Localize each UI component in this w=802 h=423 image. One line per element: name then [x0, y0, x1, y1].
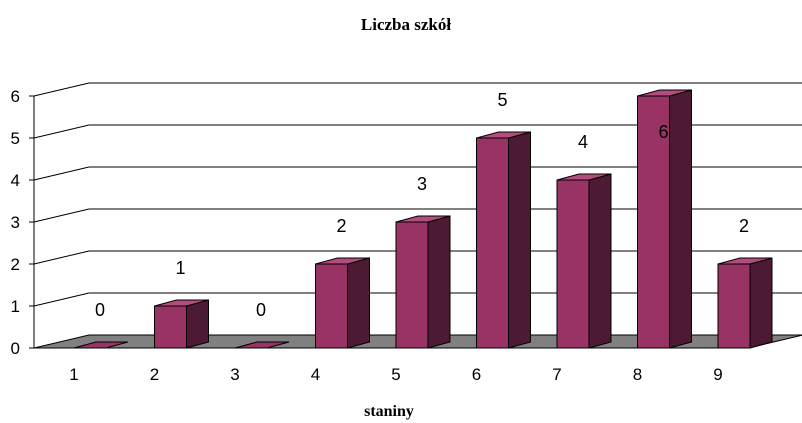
y-tick-label: 4 [11, 171, 20, 190]
data-label: 2 [336, 216, 346, 236]
y-tick-label: 6 [11, 87, 20, 106]
bar-front [637, 95, 670, 349]
y-tick-label: 1 [11, 297, 20, 316]
bar [556, 173, 612, 349]
x-tick-label: 4 [311, 365, 320, 384]
bar [717, 257, 773, 349]
bar-side [508, 131, 531, 349]
bar-side [347, 257, 370, 349]
x-tick-label: 3 [230, 365, 239, 384]
bar-front [556, 179, 590, 349]
y-tick-label: 0 [11, 339, 20, 358]
y-axis [29, 95, 35, 349]
chart-title: Liczba szkół [361, 15, 451, 34]
bar [154, 299, 209, 349]
bar-side [427, 215, 451, 349]
data-label: 6 [658, 122, 668, 142]
bar-top [395, 215, 451, 223]
x-tick-label: 1 [69, 365, 78, 384]
bar-top [315, 257, 370, 265]
bar [476, 131, 531, 349]
gridline-diagonal [33, 292, 90, 307]
bar-front [154, 305, 187, 349]
y-tick-label: 5 [11, 129, 20, 148]
data-label: 0 [256, 300, 266, 320]
bar-side [669, 89, 692, 349]
gridline-diagonal [33, 124, 90, 139]
bar-top [717, 257, 773, 265]
bar-side [588, 173, 612, 349]
gridline-diagonal [33, 166, 90, 181]
bar [315, 257, 370, 349]
x-tick-label: 7 [552, 365, 561, 384]
x-tick-labels: 1 2 3 4 5 6 7 8 9 [69, 365, 722, 384]
x-tick-label: 5 [391, 365, 400, 384]
bar-side [186, 299, 209, 349]
y-tick-label: 2 [11, 255, 20, 274]
gridline-diagonal [33, 82, 90, 97]
gridline-diagonal [33, 250, 90, 265]
bar [73, 341, 129, 349]
data-label: 1 [175, 258, 185, 278]
bar-top [556, 173, 612, 181]
data-label: 4 [578, 132, 588, 152]
bar-top [154, 299, 209, 307]
bar-front [395, 221, 429, 349]
bars [73, 89, 773, 349]
x-axis-label: staniny [364, 403, 414, 420]
data-label: 0 [95, 300, 105, 320]
gridline-diagonal [33, 208, 90, 223]
data-labels: 0 1 0 2 3 5 4 6 2 [95, 90, 749, 320]
bar-flat [73, 341, 129, 349]
x-tick-label: 6 [472, 365, 481, 384]
x-tick-label: 9 [713, 365, 722, 384]
bar-side [749, 257, 773, 349]
bar-top [637, 89, 692, 97]
data-label: 2 [739, 216, 749, 236]
bar [234, 341, 290, 349]
data-label: 3 [417, 174, 427, 194]
y-tick-labels: 0 1 2 3 4 5 6 [11, 87, 20, 358]
bar-front [315, 263, 348, 349]
bar-front [717, 263, 751, 349]
x-tick-label: 8 [633, 365, 642, 384]
y-tick-label: 3 [11, 213, 20, 232]
bar [637, 89, 692, 349]
bar [395, 215, 451, 349]
x-tick-label: 2 [150, 365, 159, 384]
bar-flat [234, 341, 290, 349]
bar-front [476, 137, 509, 349]
bar-top [476, 131, 531, 139]
data-label: 5 [497, 90, 507, 110]
